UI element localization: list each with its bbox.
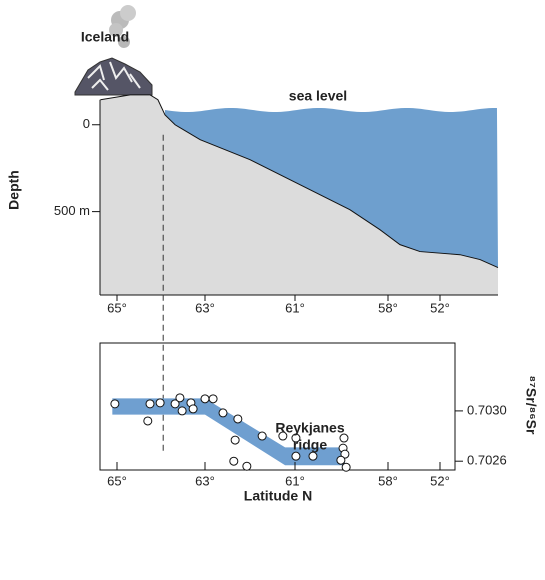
data-point bbox=[200, 394, 210, 404]
data-point bbox=[208, 394, 218, 404]
x-tick-label: 58° bbox=[378, 473, 398, 488]
y-axis-label: Depth bbox=[6, 170, 22, 210]
data-point bbox=[291, 451, 301, 461]
plot-frame bbox=[99, 342, 456, 471]
y-tick-label: 0.7030 bbox=[467, 402, 507, 417]
data-point bbox=[143, 416, 153, 426]
land-area bbox=[100, 94, 498, 295]
data-point bbox=[175, 393, 185, 403]
iceland-illustration bbox=[74, 5, 153, 96]
x-tick-label: 65° bbox=[107, 473, 127, 488]
trend-band bbox=[112, 398, 345, 466]
annotation: Iceland bbox=[81, 29, 129, 45]
annotation: ridge bbox=[293, 437, 327, 453]
data-point bbox=[177, 406, 187, 416]
y-tick-label: 0.7026 bbox=[467, 453, 507, 468]
x-tick-label: 52° bbox=[430, 473, 450, 488]
x-tick-label: 63° bbox=[195, 473, 215, 488]
data-point bbox=[242, 461, 252, 471]
x-tick-label: 65° bbox=[107, 300, 127, 315]
data-point bbox=[155, 398, 165, 408]
y-axis-label: ⁸⁷Sr/⁸⁶Sr bbox=[523, 376, 539, 435]
y-tick-label: 500 m bbox=[54, 203, 90, 218]
data-point bbox=[230, 435, 240, 445]
data-point bbox=[336, 455, 346, 465]
data-point bbox=[218, 408, 228, 418]
data-point bbox=[291, 433, 301, 443]
sea-area bbox=[164, 108, 498, 268]
x-tick-label: 58° bbox=[378, 300, 398, 315]
data-point bbox=[170, 399, 180, 409]
data-point bbox=[340, 449, 350, 459]
x-tick-label: 52° bbox=[430, 300, 450, 315]
data-point bbox=[233, 414, 243, 424]
data-point bbox=[308, 451, 318, 461]
x-tick-label: 61° bbox=[285, 473, 305, 488]
seabed-line bbox=[100, 94, 499, 269]
data-point bbox=[188, 404, 198, 414]
data-point bbox=[257, 431, 267, 441]
data-point bbox=[339, 433, 349, 443]
annotation: sea level bbox=[289, 88, 347, 104]
x-tick-label: 63° bbox=[195, 300, 215, 315]
y-tick-label: 0 bbox=[83, 116, 90, 131]
data-point bbox=[341, 462, 351, 472]
x-tick-label: 61° bbox=[285, 300, 305, 315]
x-axis-label: Latitude N bbox=[244, 488, 312, 504]
data-point bbox=[229, 456, 239, 466]
data-point bbox=[278, 431, 288, 441]
data-point bbox=[145, 399, 155, 409]
annotation: Reykjanes bbox=[275, 420, 344, 436]
data-point bbox=[110, 399, 120, 409]
